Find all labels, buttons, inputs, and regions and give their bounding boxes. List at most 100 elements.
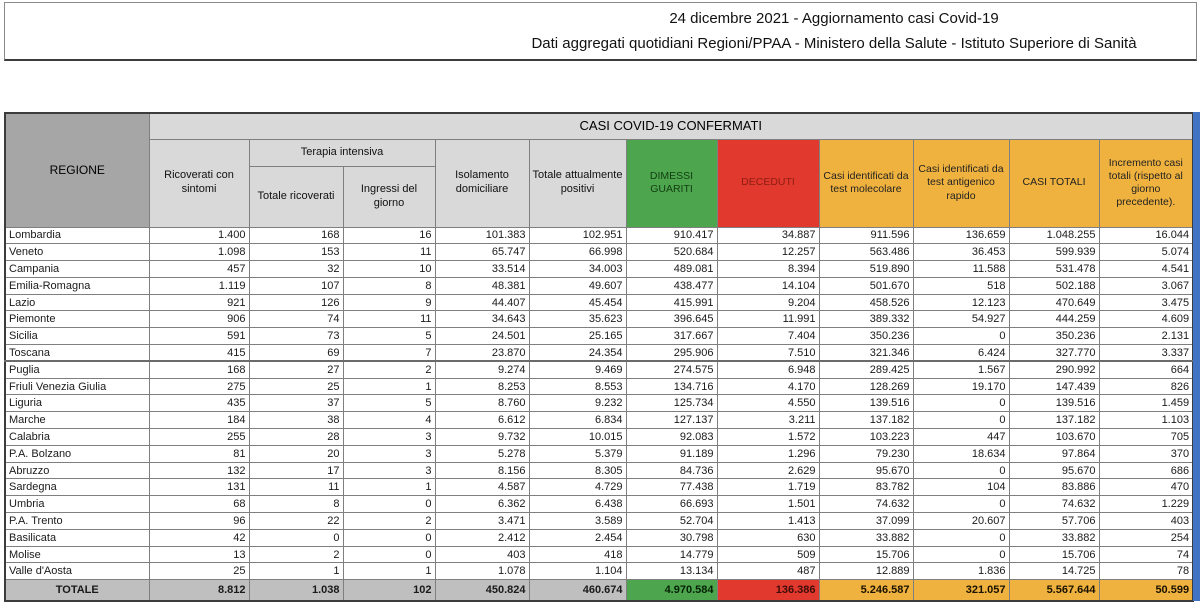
positivi-cell: 1.104	[528, 562, 627, 581]
col-header-casi-totali: CASI TOTALI	[1008, 138, 1100, 228]
casi-totali-cell: 531.478	[1008, 260, 1100, 278]
positivi-cell: 35.623	[528, 310, 627, 329]
terapia-intensiva-ingressi-cell: 8	[342, 276, 436, 295]
casi-totali-cell: 137.182	[1008, 411, 1100, 430]
table-row: Lombardia 1.400 168 16 101.383 102.951 9…	[4, 226, 1194, 245]
terapia-intensiva-totale-cell: 0	[248, 528, 344, 547]
test-molecolare-cell: 128.269	[818, 377, 914, 396]
report-date-line: 24 dicembre 2021 - Aggiornamento casi Co…	[669, 10, 999, 27]
test-molecolare-cell: 15.706	[818, 545, 914, 564]
region-name-cell: Lombardia	[4, 226, 150, 245]
deceduti-cell: 509	[716, 545, 820, 564]
test-antigenico-cell: 447	[912, 428, 1010, 446]
table-row: Lazio 921 126 9 44.407 45.454 415.991 9.…	[4, 293, 1194, 312]
deceduti-cell: 9.204	[716, 293, 820, 312]
test-antigenico-cell: 19.170	[912, 377, 1010, 396]
dimessi-guariti-cell: 134.716	[625, 377, 718, 396]
covid-table: REGIONE CASI COVID-19 CONFERMATI Ricover…	[4, 112, 1195, 602]
table-row: Basilicata 42 0 0 2.412 2.454 30.798 630…	[4, 528, 1194, 547]
total-label: TOTALE	[4, 579, 150, 602]
test-molecolare-cell: 139.516	[818, 394, 914, 413]
dimessi-guariti-cell: 52.704	[625, 512, 718, 530]
terapia-intensiva-ingressi-cell: 5	[342, 327, 436, 346]
region-name-cell: Marche	[4, 411, 150, 430]
test-molecolare-cell: 911.596	[818, 226, 914, 245]
positivi-cell: 6.834	[528, 411, 627, 430]
test-antigenico-cell: 18.634	[912, 444, 1010, 463]
table-row: P.A. Bolzano 81 20 3 5.278 5.379 91.189 …	[4, 444, 1194, 463]
dimessi-guariti-cell: 30.798	[625, 528, 718, 547]
incremento-cell: 1.103	[1098, 411, 1194, 430]
terapia-intensiva-totale-cell: 32	[248, 260, 344, 278]
terapia-intensiva-ingressi-cell: 5	[342, 394, 436, 413]
terapia-intensiva-totale-cell: 74	[248, 310, 344, 329]
test-antigenico-cell: 6.424	[912, 344, 1010, 362]
total-row: TOTALE 8.812 1.038 102 450.824 460.674 4…	[4, 579, 1194, 602]
test-antigenico-cell: 1.836	[912, 562, 1010, 581]
isolamento-cell: 65.747	[434, 243, 530, 262]
terapia-intensiva-ingressi-cell: 1	[342, 377, 436, 396]
incremento-cell: 3.067	[1098, 276, 1194, 295]
terapia-intensiva-ingressi-cell: 11	[342, 310, 436, 329]
terapia-intensiva-ingressi-cell: 10	[342, 260, 436, 278]
table-row: Calabria 255 28 3 9.732 10.015 92.083 1.…	[4, 428, 1194, 446]
region-name-cell: P.A. Trento	[4, 512, 150, 530]
terapia-intensiva-totale-cell: 1	[248, 562, 344, 581]
terapia-intensiva-totale-cell: 27	[248, 360, 344, 379]
test-molecolare-cell: 137.182	[818, 411, 914, 430]
ricoverati-cell: 457	[148, 260, 250, 278]
table-body: Lombardia 1.400 168 16 101.383 102.951 9…	[4, 226, 1194, 581]
terapia-intensiva-totale-cell: 37	[248, 394, 344, 413]
positivi-cell: 25.165	[528, 327, 627, 346]
incremento-cell: 5.074	[1098, 243, 1194, 262]
incremento-cell: 826	[1098, 377, 1194, 396]
dimessi-guariti-cell: 84.736	[625, 461, 718, 480]
terapia-intensiva-ingressi-cell: 3	[342, 428, 436, 446]
table-title: CASI COVID-19 CONFERMATI	[148, 112, 1194, 140]
positivi-cell: 6.438	[528, 495, 627, 514]
deceduti-cell: 1.413	[716, 512, 820, 530]
table-row: Toscana 415 69 7 23.870 24.354 295.906 7…	[4, 344, 1194, 362]
positivi-cell: 418	[528, 545, 627, 564]
terapia-intensiva-ingressi-cell: 11	[342, 243, 436, 262]
region-name-cell: Sicilia	[4, 327, 150, 346]
dimessi-guariti-cell: 125.734	[625, 394, 718, 413]
terapia-intensiva-ingressi-cell: 0	[342, 528, 436, 547]
positivi-cell: 34.003	[528, 260, 627, 278]
dimessi-guariti-cell: 295.906	[625, 344, 718, 362]
test-molecolare-cell: 501.670	[818, 276, 914, 295]
ricoverati-cell: 1.098	[148, 243, 250, 262]
isolamento-cell: 9.274	[434, 360, 530, 379]
col-header-test-molecolare: Casi identificati da test molecolare	[818, 138, 914, 228]
test-molecolare-cell: 519.890	[818, 260, 914, 278]
test-molecolare-cell: 321.346	[818, 344, 914, 362]
table-row: Puglia 168 27 2 9.274 9.469 274.575 6.94…	[4, 360, 1194, 379]
positivi-cell: 10.015	[528, 428, 627, 446]
col-header-positivi: Totale attualmente positivi	[528, 138, 627, 228]
dimessi-guariti-cell: 520.684	[625, 243, 718, 262]
ricoverati-cell: 1.119	[148, 276, 250, 295]
region-name-cell: Puglia	[4, 360, 150, 379]
test-antigenico-cell: 136.659	[912, 226, 1010, 245]
deceduti-cell: 7.510	[716, 344, 820, 362]
covid-table-container: REGIONE CASI COVID-19 CONFERMATI Ricover…	[4, 112, 1195, 602]
region-name-cell: Veneto	[4, 243, 150, 262]
incremento-cell: 16.044	[1098, 226, 1194, 245]
terapia-intensiva-totale-cell: 107	[248, 276, 344, 295]
col-header-dimessi-guariti: DIMESSI GUARITI	[625, 138, 718, 228]
dimessi-guariti-cell: 127.137	[625, 411, 718, 430]
dimessi-guariti-cell: 489.081	[625, 260, 718, 278]
terapia-intensiva-totale-cell: 73	[248, 327, 344, 346]
table-row: Campania 457 32 10 33.514 34.003 489.081…	[4, 260, 1194, 278]
ricoverati-cell: 68	[148, 495, 250, 514]
col-header-regione: REGIONE	[4, 112, 150, 228]
incremento-cell: 1.459	[1098, 394, 1194, 413]
terapia-intensiva-totale-cell: 25	[248, 377, 344, 396]
total-test-molecolare: 5.246.587	[818, 579, 914, 602]
dimessi-guariti-cell: 274.575	[625, 360, 718, 379]
deceduti-cell: 34.887	[716, 226, 820, 245]
terapia-intensiva-totale-cell: 2	[248, 545, 344, 564]
dimessi-guariti-cell: 910.417	[625, 226, 718, 245]
table-row: Umbria 68 8 0 6.362 6.438 66.693 1.501 7…	[4, 495, 1194, 514]
